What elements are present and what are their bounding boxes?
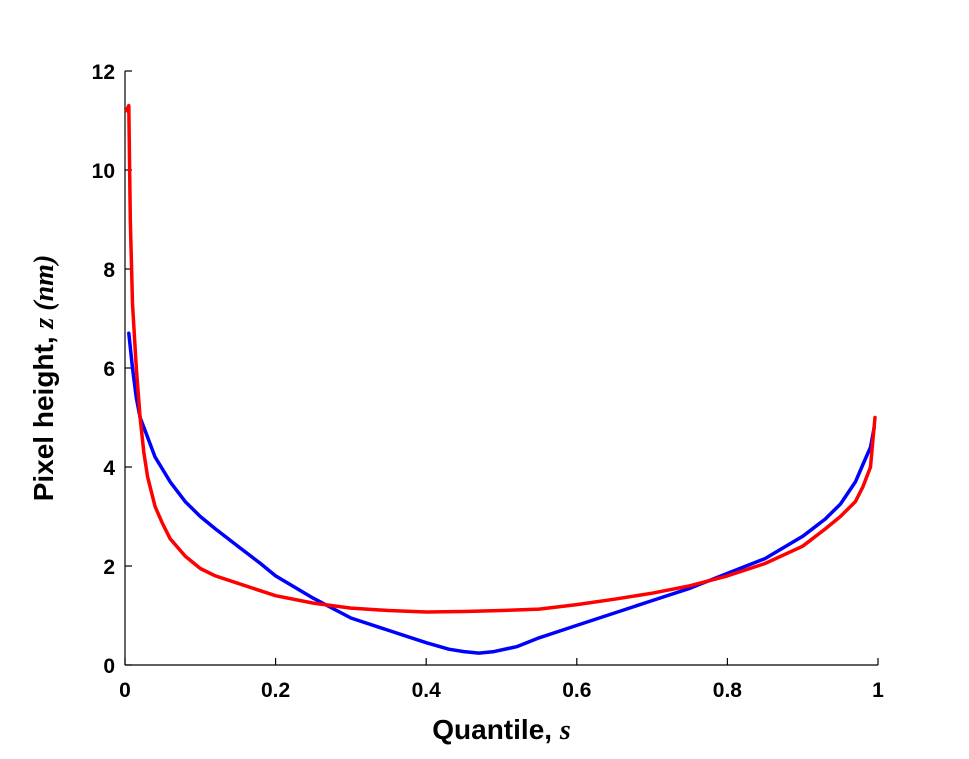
x-axis-label-variable: s [559, 715, 571, 746]
series-line-1 [127, 331, 876, 655]
x-tick-label: 1 [872, 679, 884, 702]
y-tick-label: 2 [103, 556, 115, 579]
series-line-2 [124, 103, 877, 614]
y-tick-label: 0 [103, 655, 115, 678]
x-axis-ticks: 0 0.2 0.4 0.6 0.8 1 [119, 658, 884, 702]
x-tick-label: 0.4 [412, 679, 442, 702]
x-tick-label: 0.2 [261, 679, 290, 702]
x-tick-label: 0.8 [713, 679, 743, 702]
y-axis-label: Pixel height, z (nm) [28, 255, 60, 502]
y-tick-label: 12 [92, 61, 115, 84]
y-tick-label: 8 [103, 259, 115, 282]
y-tick-label: 4 [103, 457, 115, 480]
y-tick-label: 10 [92, 160, 115, 183]
x-axis-label: Quantile, s [432, 714, 571, 746]
x-tick-label: 0.6 [562, 679, 591, 702]
y-axis-label-variable: z (nm) [29, 255, 60, 330]
y-axis-label-text: Pixel height, [28, 329, 59, 502]
x-axis-label-text: Quantile, [432, 714, 560, 745]
y-tick-label: 6 [103, 358, 115, 381]
series-lines [124, 103, 877, 655]
x-tick-label: 0 [119, 679, 131, 702]
y-axis-ticks: 0 2 4 6 8 10 12 [92, 61, 132, 678]
